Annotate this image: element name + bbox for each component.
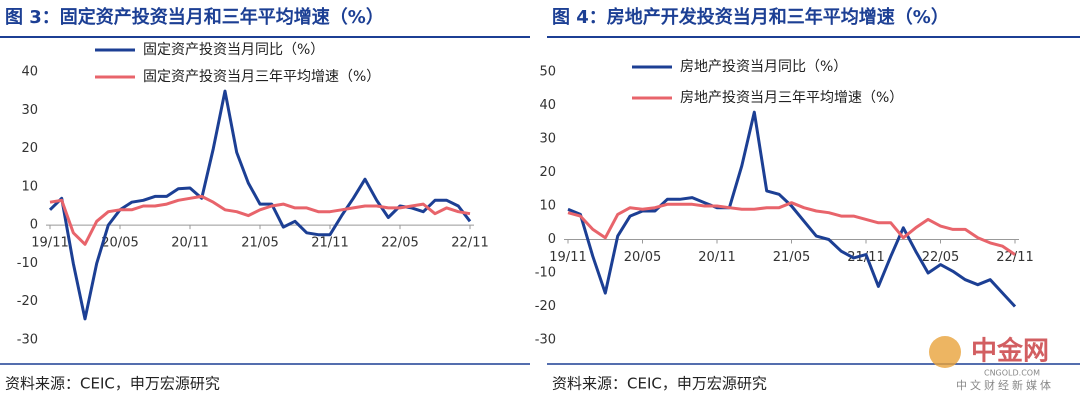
y-tick-label: 40 [539,98,556,113]
y-tick-label: 40 [21,65,38,80]
x-tick-label: 20/11 [698,250,735,265]
x-tick-label: 19/11 [31,236,68,251]
y-tick-label: 20 [21,141,38,156]
x-tick-label: 22/05 [922,250,959,265]
y-tick-label: -10 [535,266,556,281]
y-tick-label: 30 [539,132,556,147]
y-tick-label: 10 [21,179,38,194]
series-line [567,201,1016,256]
watermark-logo [929,336,961,368]
source: 资料来源：CEIC，申万宏源研究 [5,375,220,393]
watermark: 中金网 [971,336,1049,367]
legend-label: 房地产投资当月三年平均增速（%） [680,90,903,106]
x-tick-label: 20/05 [101,236,138,251]
y-tick-label: -30 [535,333,556,348]
y-tick-label: -10 [17,256,38,271]
series-line [48,89,472,321]
x-tick-label: 21/05 [773,250,810,265]
legend-label: 固定资产投资当月三年平均增速（%） [143,69,380,85]
x-tick-label: 22/11 [451,236,488,251]
watermark: 中文财经新媒体 [956,378,1054,392]
y-tick-label: 0 [548,232,556,247]
x-tick-label: 21/11 [311,236,348,251]
y-tick-label: 50 [539,65,556,80]
series-line [567,110,1017,308]
y-tick-label: 10 [539,199,556,214]
y-tick-label: 0 [30,218,38,233]
legend-label: 固定资产投资当月同比（%） [143,42,324,58]
y-tick-label: -30 [17,333,38,348]
series-line [49,194,471,246]
x-tick-label: 22/05 [381,236,418,251]
y-tick-label: 30 [21,103,38,118]
y-tick-label: -20 [17,294,38,309]
x-tick-label: 19/11 [549,250,586,265]
x-tick-label: 21/05 [241,236,278,251]
y-tick-label: 20 [539,165,556,180]
chart-title: 图 3：固定资产投资当月和三年平均增速（%） [5,6,384,28]
x-tick-label: 20/11 [171,236,208,251]
legend-label: 房地产投资当月同比（%） [680,59,847,75]
y-tick-label: -20 [535,299,556,314]
x-tick-label: 20/05 [624,250,661,265]
watermark: CNGOLD.COM [984,369,1040,378]
source: 资料来源：CEIC，申万宏源研究 [552,375,767,393]
chart-title: 图 4：房地产开发投资当月和三年平均增速（%） [552,6,949,28]
x-tick-label: 22/11 [996,250,1033,265]
